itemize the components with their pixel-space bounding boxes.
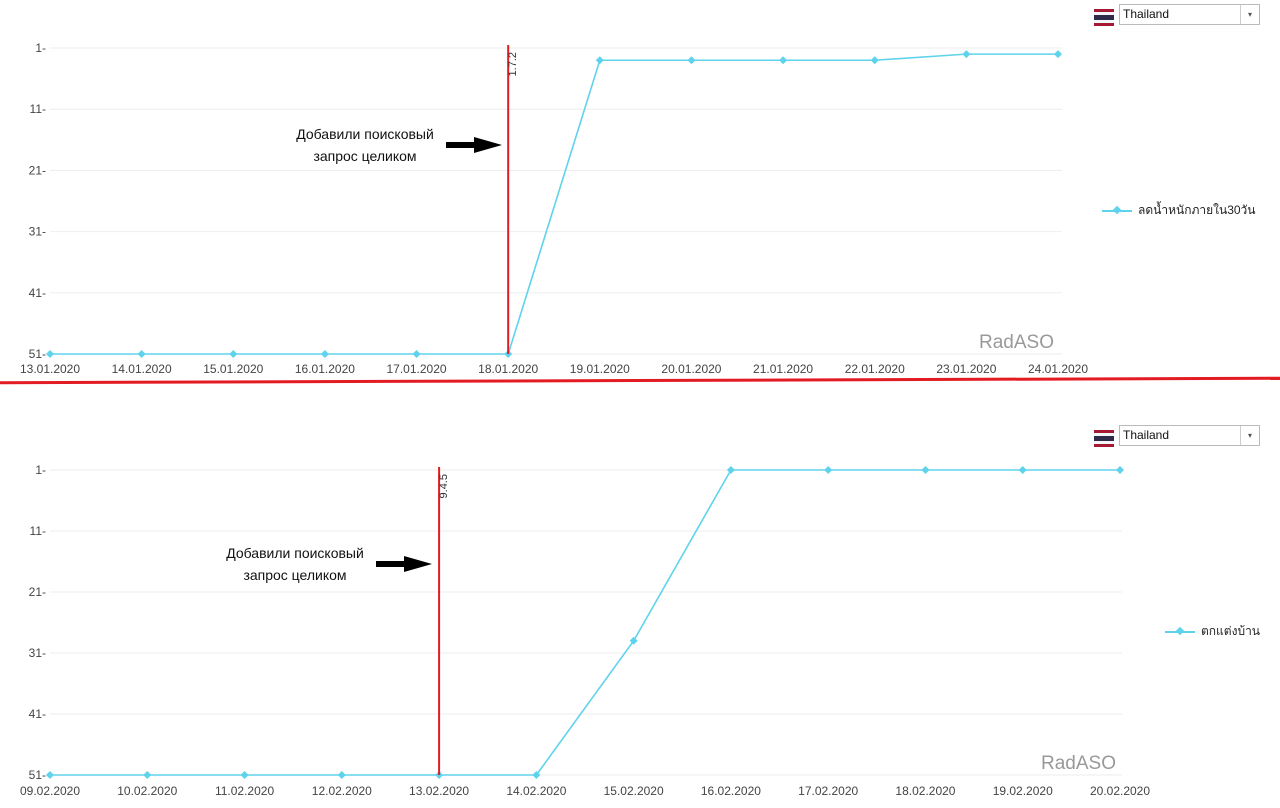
x-tick-label: 10.02.2020	[117, 784, 177, 798]
x-tick-label: 14.01.2020	[112, 362, 172, 376]
x-tick-label: 24.01.2020	[1028, 362, 1088, 376]
y-tick-label: 21-	[29, 585, 46, 599]
data-point	[824, 466, 833, 474]
data-point	[687, 56, 696, 65]
data-point	[532, 771, 541, 779]
x-tick-label: 19.01.2020	[570, 362, 630, 376]
x-tick-label: 11.02.2020	[215, 784, 274, 798]
y-tick-label: 31-	[29, 225, 46, 239]
country-select[interactable]: Thailand ▾	[1119, 425, 1260, 446]
x-tick-label: 15.02.2020	[604, 784, 664, 798]
x-tick-label: 17.01.2020	[387, 362, 447, 376]
y-tick-label: 41-	[29, 707, 46, 721]
annotation-text: Добавили поисковый	[226, 545, 364, 561]
rank-chart-2: 1- 11- 21- 31- 41- 51- 09.02.2020 10.02.2020 11.…	[20, 463, 1150, 798]
x-tick-label: 18.02.2020	[895, 784, 955, 798]
x-tick-label: 13.01.2020	[20, 362, 80, 376]
legend-item[interactable]: ตกแต่งบ้าน	[1165, 622, 1260, 641]
x-tick-label: 20.02.2020	[1090, 784, 1150, 798]
legend-item[interactable]: ลดน้ำหนักภายใน30วัน	[1102, 201, 1256, 220]
x-tick-label: 20.01.2020	[661, 362, 721, 376]
y-tick-label: 31-	[29, 646, 46, 660]
radaso-watermark: RadASO	[979, 332, 1054, 353]
data-point	[240, 771, 249, 779]
release-version-label: 1.7.2	[507, 52, 519, 76]
data-point	[229, 350, 238, 358]
data-point	[46, 771, 54, 779]
x-tick-label: 12.02.2020	[312, 784, 372, 798]
arrow-right-icon	[404, 556, 432, 572]
data-point	[137, 350, 146, 358]
rank-chart-1: 1- 11- 21- 31- 41- 51-13.01.2020 14.01.2020 15.…	[20, 41, 1088, 376]
data-point	[412, 350, 421, 358]
x-tick-label: 19.02.2020	[993, 784, 1053, 798]
y-tick-label: 1-	[35, 463, 46, 477]
x-tick-label: 22.01.2020	[845, 362, 905, 376]
x-tick-label: 18.01.2020	[478, 362, 538, 376]
legend-line-icon	[1102, 209, 1132, 212]
x-tick-label: 23.01.2020	[936, 362, 996, 376]
data-point	[1054, 50, 1062, 59]
chart-panel-2: Thailand ▾ 1- 11- 21- 31- 41- 51- 09.02.2020 10…	[0, 420, 1280, 808]
y-tick-label: 21-	[29, 163, 46, 177]
data-point	[143, 771, 152, 779]
chart-panel-1: Thailand ▾ 1- 11- 21- 31- 41- 51- 13.01.2020 14…	[0, 0, 1280, 380]
release-version-label: 9.4.5	[438, 474, 450, 498]
y-tick-label: 1-	[35, 41, 46, 55]
chevron-down-icon: ▾	[1240, 426, 1259, 445]
arrow-shaft	[376, 561, 406, 567]
y-tick-label: 11-	[30, 524, 46, 538]
arrow-right-icon	[474, 137, 502, 153]
annotation-text: Добавили поисковый	[296, 126, 434, 142]
x-tick-label: 17.02.2020	[798, 784, 858, 798]
thailand-flag-icon	[1094, 9, 1114, 26]
x-tick-label: 14.02.2020	[506, 784, 566, 798]
annotation-text: запрос целиком	[243, 567, 346, 583]
series-line	[50, 469, 1120, 776]
data-point	[320, 350, 329, 358]
data-point	[46, 350, 54, 358]
x-tick-label: 13.02.2020	[409, 784, 469, 798]
data-point	[337, 771, 346, 779]
x-tick-label: 16.02.2020	[701, 784, 761, 798]
country-select[interactable]: Thailand ▾	[1119, 4, 1260, 25]
data-point	[921, 466, 930, 474]
y-tick-label: 11-	[30, 102, 46, 116]
x-tick-label: 09.02.2020	[20, 784, 80, 798]
legend-label: ลดน้ำหนักภายใน30วัน	[1138, 203, 1256, 217]
arrow-shaft	[446, 142, 476, 148]
x-tick-label: 16.01.2020	[295, 362, 355, 376]
data-point	[726, 466, 735, 474]
annotation-text: запрос целиком	[313, 148, 416, 164]
data-point	[1018, 466, 1027, 474]
data-point	[595, 56, 604, 65]
y-tick-label: 41-	[29, 286, 46, 300]
legend-label: ตกแต่งบ้าน	[1201, 624, 1261, 638]
chevron-down-icon: ▾	[1240, 5, 1259, 24]
y-tick-label: 51-	[29, 347, 46, 361]
country-select-value: Thailand	[1123, 428, 1170, 442]
x-tick-label: 21.01.2020	[753, 362, 813, 376]
y-tick-label: 51-	[29, 768, 46, 782]
legend-line-icon	[1165, 630, 1195, 633]
data-point	[629, 636, 638, 645]
x-tick-label: 15.01.2020	[203, 362, 263, 376]
data-point	[1116, 466, 1124, 474]
thailand-flag-icon	[1094, 430, 1114, 447]
data-point	[962, 50, 971, 59]
data-point	[779, 56, 788, 65]
series-line	[50, 53, 1058, 355]
country-select-value: Thailand	[1123, 7, 1170, 21]
radaso-watermark: RadASO	[1041, 753, 1116, 774]
data-point	[870, 56, 879, 65]
